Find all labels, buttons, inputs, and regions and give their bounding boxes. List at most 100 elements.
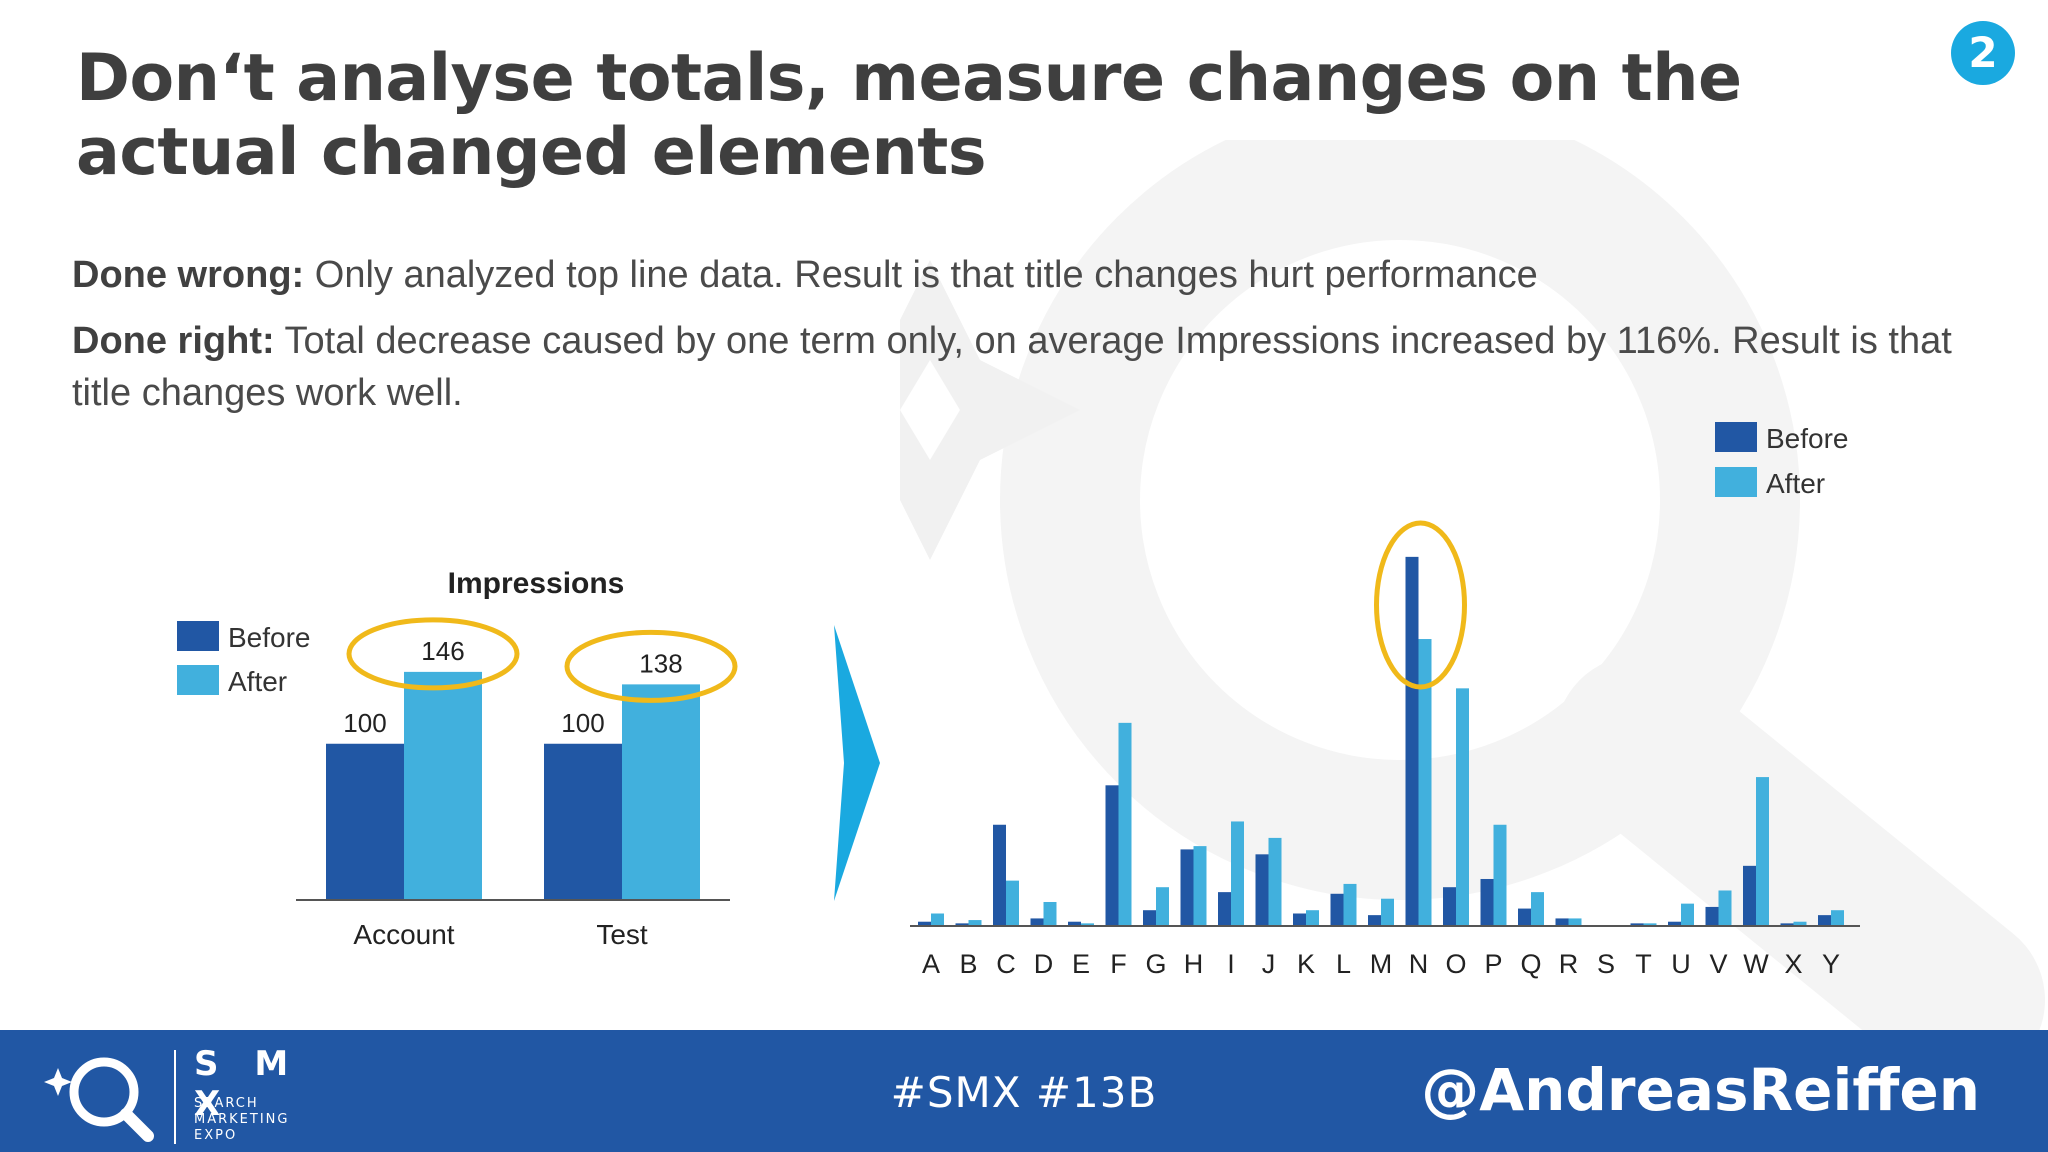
bar-k-before xyxy=(1293,913,1306,925)
legend-label-after: After xyxy=(228,666,287,697)
bar-t-before xyxy=(1630,923,1644,925)
x-tick-label: K xyxy=(1297,949,1315,979)
x-tick-label: V xyxy=(1709,949,1727,979)
bar-d-before xyxy=(1030,918,1044,925)
highlight-circle xyxy=(346,617,520,691)
x-tick-label: Q xyxy=(1520,949,1541,979)
slide-number-badge: 2 xyxy=(1951,21,2015,85)
data-label: 100 xyxy=(343,708,386,738)
done-right-label: Done right: xyxy=(72,320,275,362)
x-tick-label: U xyxy=(1671,949,1691,979)
x-tick-label: B xyxy=(959,949,977,979)
bar-a-after xyxy=(931,913,944,925)
x-tick-label: E xyxy=(1072,949,1090,979)
legend-swatch-after xyxy=(177,665,219,695)
x-tick-label: O xyxy=(1445,949,1466,979)
x-tick-label: Account xyxy=(353,919,454,950)
x-tick-label: G xyxy=(1145,949,1166,979)
bar-l-before xyxy=(1330,893,1344,925)
x-tick-label: J xyxy=(1262,949,1276,979)
magnifier-logo-icon xyxy=(44,1057,154,1142)
bar-g-before xyxy=(1143,910,1156,925)
x-tick-label: Test xyxy=(596,919,648,950)
bar-r-after xyxy=(1568,918,1582,925)
magnifier-watermark-icon xyxy=(900,140,2045,1040)
bar-o-before xyxy=(1443,887,1456,925)
bar-y-before xyxy=(1818,915,1831,925)
done-right-text: Total decrease caused by one term only, … xyxy=(72,320,1952,414)
bar-u-after xyxy=(1681,903,1694,925)
bar-y-after xyxy=(1831,910,1844,925)
bar-b-before xyxy=(955,923,969,925)
done-wrong-label: Done wrong: xyxy=(72,254,305,296)
x-tick-label: A xyxy=(922,949,940,979)
x-tick-label: M xyxy=(1370,949,1393,979)
bar-x-after xyxy=(1793,921,1807,925)
bar-v-after xyxy=(1718,890,1732,925)
slide-title: Don‘t analyse totals, measure changes on… xyxy=(76,41,1742,190)
bar-test-after xyxy=(622,684,700,900)
logo-divider xyxy=(174,1050,176,1144)
logo-sub-line: MARKETING xyxy=(194,1112,290,1127)
footer-bar: S M X SEARCH MARKETING EXPO #SMX #13B @And… xyxy=(0,1030,2048,1152)
legend-swatch-after xyxy=(1715,467,1757,497)
bar-f-before xyxy=(1105,785,1119,925)
bar-n-before xyxy=(1405,556,1419,925)
impressions-chart: Impressions Before After 100 146 Account 100 13… xyxy=(177,567,738,950)
bar-c-before xyxy=(993,824,1006,925)
bar-g-after xyxy=(1156,887,1169,925)
bar-p-after xyxy=(1493,824,1507,925)
smx-logo: S M X SEARCH MARKETING EXPO xyxy=(44,1044,344,1144)
legend-label-after: After xyxy=(1766,468,1825,499)
bar-j-before xyxy=(1255,854,1269,925)
term-chart: Before After A B C D E F G H I J K L M N O P Q R S T U V W X Y xyxy=(910,422,1860,979)
bar-m-before xyxy=(1368,915,1381,925)
bar-i-after xyxy=(1231,821,1244,925)
bar-c-after xyxy=(1006,880,1019,925)
legend-label-before: Before xyxy=(1766,423,1849,454)
x-tick-label: T xyxy=(1635,949,1652,979)
x-tick-label: D xyxy=(1034,949,1054,979)
bar-u-before xyxy=(1668,921,1681,925)
x-tick-label: P xyxy=(1484,949,1502,979)
x-tick-label: W xyxy=(1743,949,1769,979)
legend-swatch-before xyxy=(1715,422,1757,452)
x-tick-label: N xyxy=(1409,949,1429,979)
bar-o-after xyxy=(1456,688,1469,925)
data-label: 100 xyxy=(561,708,604,738)
done-wrong-paragraph: Done wrong: Only analyzed top line data.… xyxy=(72,249,1952,301)
logo-sub-line: EXPO xyxy=(194,1128,238,1143)
bar-q-before xyxy=(1518,908,1531,925)
bar-account-before xyxy=(326,743,404,900)
logo-smx-text: S M X xyxy=(194,1044,301,1124)
x-tick-label: F xyxy=(1110,949,1127,979)
x-tick-label: S xyxy=(1597,949,1615,979)
bar-v-before xyxy=(1705,906,1719,925)
legend-label-before: Before xyxy=(228,622,311,653)
bar-i-before xyxy=(1218,892,1231,925)
highlight-circle xyxy=(1374,520,1467,690)
data-label: 138 xyxy=(639,648,682,678)
bar-e-before xyxy=(1068,921,1081,925)
bar-p-before xyxy=(1480,878,1494,925)
bar-r-before xyxy=(1555,918,1569,925)
footer-twitter-handle: @AndreasReiffen xyxy=(1421,1056,1980,1124)
bar-m-after xyxy=(1381,898,1394,925)
bar-b-after xyxy=(968,920,982,925)
x-tick-label: I xyxy=(1227,949,1235,979)
bar-q-after xyxy=(1531,892,1544,925)
logo-sub-line: SEARCH xyxy=(194,1096,259,1111)
bar-account-after xyxy=(404,671,482,900)
chart-title: Impressions xyxy=(448,567,625,600)
bar-h-after xyxy=(1193,846,1207,925)
x-tick-label: Y xyxy=(1822,949,1840,979)
bar-f-after xyxy=(1118,722,1132,925)
x-tick-label: L xyxy=(1336,949,1351,979)
bar-e-after xyxy=(1081,923,1094,925)
bar-w-before xyxy=(1743,865,1756,925)
bar-n-after xyxy=(1418,639,1432,925)
x-tick-label: C xyxy=(996,949,1016,979)
bar-k-after xyxy=(1306,910,1319,925)
done-wrong-text: Only analyzed top line data. Result is t… xyxy=(304,254,1538,296)
x-tick-label: X xyxy=(1784,949,1802,979)
